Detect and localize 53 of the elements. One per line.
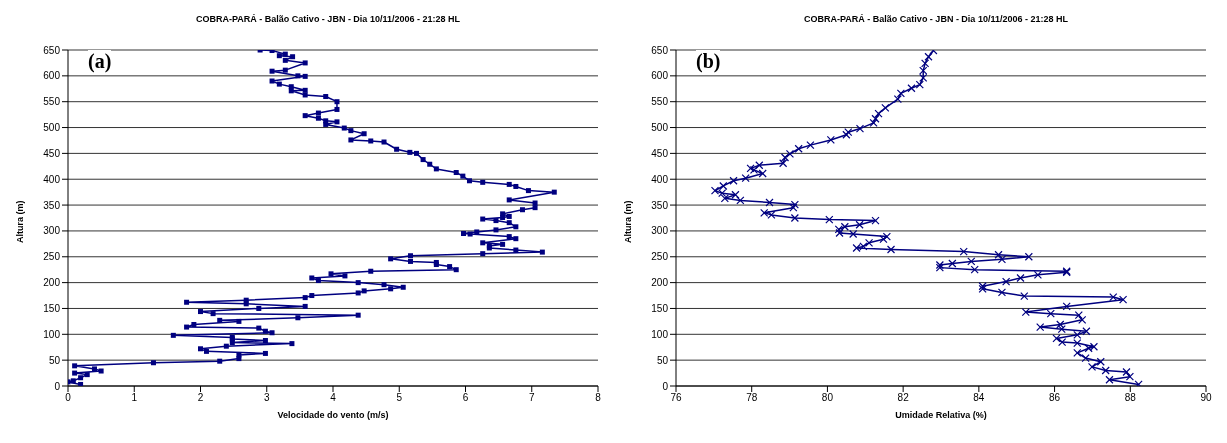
y-tick-label: 450	[651, 147, 669, 159]
y-tick-label: 350	[43, 199, 61, 211]
y-tick-label: 100	[43, 328, 61, 340]
y-tick-label: 550	[43, 96, 61, 108]
x-tick-label: 5	[396, 392, 403, 404]
y-tick-label: 500	[43, 122, 61, 134]
x-tick-label: 1	[131, 392, 138, 404]
y-tick-label: 250	[43, 251, 61, 263]
x-tick-label: 82	[897, 392, 910, 404]
y-tick-label: 0	[662, 380, 669, 392]
y-tick-label: 300	[43, 225, 61, 237]
x-tick-label: 3	[263, 392, 270, 404]
x-tick-label: 76	[670, 392, 682, 404]
y-tick-label: 100	[651, 328, 669, 340]
y-tick-label: 200	[651, 277, 669, 289]
x-tick-label: 8	[595, 392, 602, 404]
y-tick-label: 500	[651, 122, 669, 134]
y-tick-label: 150	[43, 303, 61, 315]
annotation: (a)	[88, 50, 112, 73]
y-tick-label: 250	[651, 251, 669, 263]
y-tick-label: 300	[651, 225, 669, 237]
y-tick-label: 400	[651, 173, 669, 185]
y-tick-label: 50	[656, 354, 669, 366]
y-tick-label: 650	[43, 44, 61, 56]
x-tick-label: 90	[1200, 392, 1212, 404]
y-tick-label: 600	[43, 70, 61, 82]
x-tick-label: 4	[330, 392, 337, 404]
x-axis-title: Umidade Relativa (%)	[895, 410, 987, 420]
x-axis-title: Velocidade do vento (m/s)	[277, 410, 389, 420]
chart-title: COBRA-PARÁ - Balão Cativo - JBN - Dia 10/11/2006 - 21:28 HL	[803, 14, 1069, 26]
y-tick-label: 450	[43, 147, 61, 159]
x-tick-label: 86	[1049, 392, 1061, 404]
x-tick-label: 7	[528, 392, 535, 404]
x-tick-label: 78	[746, 392, 758, 404]
x-tick-label: 6	[462, 392, 469, 404]
y-tick-label: 200	[43, 277, 61, 289]
y-axis-title: Altura (m)	[623, 200, 634, 243]
y-tick-label: 650	[651, 44, 669, 56]
x-tick-label: 0	[65, 392, 72, 404]
y-tick-label: 150	[651, 303, 669, 315]
y-tick-label: 0	[54, 380, 61, 392]
y-tick-label: 350	[651, 199, 669, 211]
y-tick-label: 50	[48, 354, 61, 366]
y-tick-label: 600	[651, 70, 669, 82]
chart-title: COBRA-PARÁ - Balão Cativo - JBN - Dia 10/11/2006 - 21:28 HL	[195, 14, 461, 26]
y-tick-label: 400	[43, 173, 61, 185]
y-tick-label: 550	[651, 96, 669, 108]
x-tick-label: 88	[1124, 392, 1137, 404]
x-tick-label: 84	[973, 392, 985, 404]
x-tick-label: 2	[197, 392, 204, 404]
y-axis-title: Altura (m)	[15, 200, 26, 243]
x-tick-label: 80	[821, 392, 834, 404]
annotation: (b)	[696, 50, 721, 73]
